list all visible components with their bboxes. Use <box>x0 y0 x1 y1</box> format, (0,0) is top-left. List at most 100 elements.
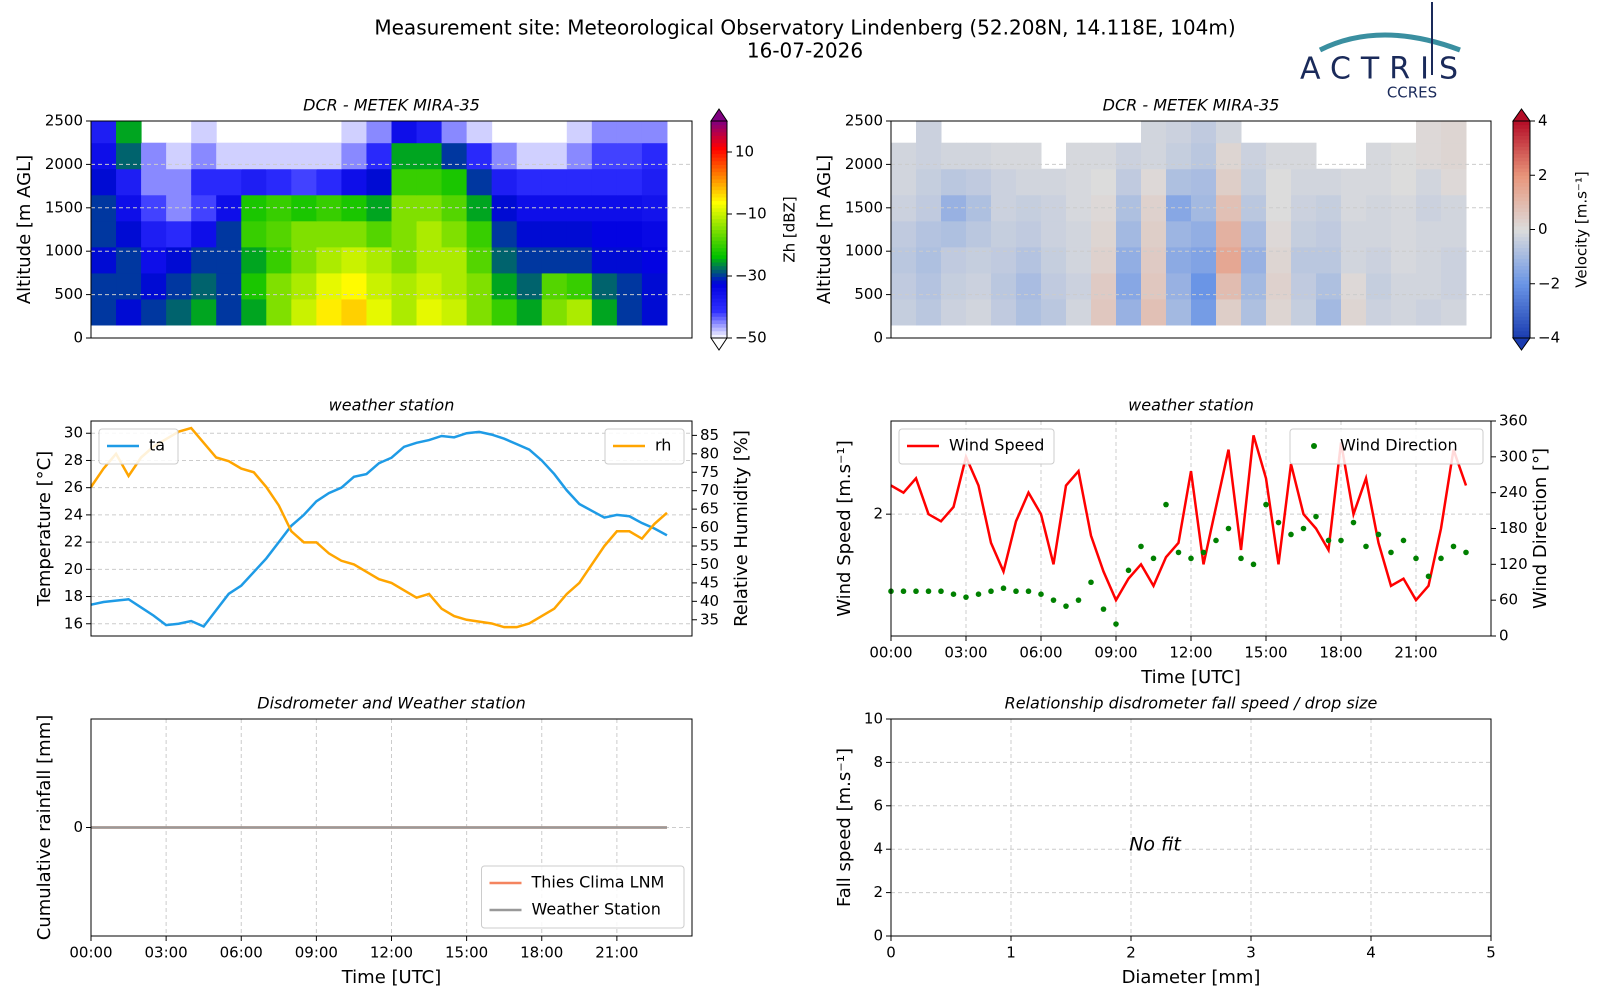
legend-label: rh <box>655 436 671 455</box>
colorbar-slice <box>711 269 727 274</box>
colorbar-slice <box>1513 225 1530 230</box>
colorbar-frame <box>710 120 728 339</box>
heatmap-cell <box>91 121 117 144</box>
heatmap-cell <box>141 168 167 196</box>
colorbar-slice <box>711 146 727 151</box>
colorbar-slice <box>1513 189 1530 194</box>
heatmap-cell <box>566 272 593 300</box>
colorbar-slice <box>1513 164 1530 169</box>
colorbar-slice <box>1513 168 1530 173</box>
y-tick-label: 28 <box>64 451 83 469</box>
heatmap-cell <box>541 168 568 196</box>
heatmap-cell <box>1291 220 1317 248</box>
heatmap-cell <box>1066 220 1092 248</box>
heatmap-cell <box>416 220 443 248</box>
page-title: Measurement site: Meteorological Observa… <box>374 16 1235 40</box>
heatmap-cell <box>541 142 568 170</box>
colorbar-slice <box>1513 218 1530 223</box>
data-point <box>1425 573 1432 580</box>
y2-tick-label: 55 <box>700 537 719 555</box>
heatmap-cell <box>941 168 967 196</box>
heatmap-cell <box>1166 142 1192 170</box>
y-tick-label: 1500 <box>845 198 883 216</box>
heatmap-cell <box>591 220 618 248</box>
colorbar-slice <box>1513 211 1530 216</box>
data-point <box>1163 501 1169 508</box>
heatmap-cell <box>1316 168 1342 196</box>
colorbar-slice <box>711 327 727 332</box>
heatmap-cell <box>916 272 942 300</box>
heatmap-cell <box>1291 298 1317 326</box>
heatmap-cell <box>1191 220 1217 248</box>
x-tick-label: 0 <box>886 944 896 962</box>
colorbar-slice <box>711 196 727 202</box>
data-point <box>1075 597 1082 603</box>
heatmap-cell <box>316 142 342 170</box>
heatmap-cell <box>341 298 367 326</box>
data-point <box>1125 567 1132 574</box>
y-axis-label: Altitude [m AGL] <box>14 155 35 304</box>
colorbar-slice <box>711 189 727 194</box>
heatmap-cell <box>366 121 392 144</box>
data-line <box>890 434 1468 603</box>
colorbar-slice <box>711 298 727 303</box>
heatmap-cell <box>416 121 443 144</box>
heatmap-cell <box>166 168 192 196</box>
heatmap-cell <box>1041 220 1067 248</box>
heatmap-cell <box>991 142 1017 170</box>
legend-box <box>1289 428 1484 465</box>
colorbar-slice <box>1513 316 1530 321</box>
x-tick-label: 12:00 <box>370 944 413 962</box>
heatmap-cell <box>966 168 992 196</box>
y2-tick-label: 40 <box>700 592 719 610</box>
heatmap-cell <box>891 220 917 248</box>
data-point <box>1113 621 1119 627</box>
legend-label: Weather Station <box>532 900 661 919</box>
heatmap-cell <box>516 168 543 196</box>
colorbar-tick-label: 4 <box>1538 112 1548 130</box>
y-tick-label: 30 <box>64 424 83 442</box>
colorbar-slice <box>711 334 727 339</box>
data-point <box>913 588 919 595</box>
colorbar-slice <box>711 251 727 256</box>
heatmap-cell <box>1241 272 1267 300</box>
heatmap-cell <box>1291 142 1317 170</box>
heatmap-cell <box>916 168 942 196</box>
data-point <box>1438 555 1444 562</box>
y-tick-label: 0 <box>873 329 883 347</box>
data-line <box>90 430 668 629</box>
colorbar-slice <box>1513 193 1530 198</box>
heatmap-cell <box>1191 298 1217 326</box>
heatmap-cell <box>441 168 468 196</box>
colorbar-slice <box>711 276 727 281</box>
y2-tick-label: 0 <box>1499 627 1509 645</box>
legend-label: Wind Direction <box>1340 436 1458 455</box>
x-tick-label: 4 <box>1366 944 1376 962</box>
heatmap-cell <box>591 272 618 300</box>
heatmap-cell <box>1391 220 1417 248</box>
y-axis-label: Fall speed [m.s⁻¹] <box>834 748 855 907</box>
data-point <box>1200 549 1207 556</box>
heatmap-cell <box>891 272 917 300</box>
heatmap-cell <box>991 298 1017 326</box>
colorbar-slice <box>711 168 727 173</box>
heatmap-cell <box>241 220 267 248</box>
heatmap-cell <box>391 142 418 170</box>
colorbar-slice <box>1513 265 1530 270</box>
x-tick-label: 18:00 <box>1319 644 1362 662</box>
colorbar-extend <box>710 108 728 122</box>
heatmap-cell <box>1241 142 1267 170</box>
legend-label: Thies Clima LNM <box>531 873 665 892</box>
x-tick-label: 21:00 <box>1394 644 1437 662</box>
y-tick-label: 2 <box>873 505 883 523</box>
data-point <box>988 588 994 595</box>
heatmap-cell <box>891 142 917 170</box>
colorbar-slice <box>1513 258 1530 263</box>
legend-label: ta <box>149 436 165 455</box>
heatmap-cell <box>516 220 543 248</box>
data-point <box>1263 501 1269 508</box>
heatmap-cell <box>1216 220 1242 248</box>
colorbar-slice <box>1513 124 1530 129</box>
y2-tick-label: 80 <box>700 444 719 462</box>
colorbar-tick-label: −50 <box>735 329 767 347</box>
